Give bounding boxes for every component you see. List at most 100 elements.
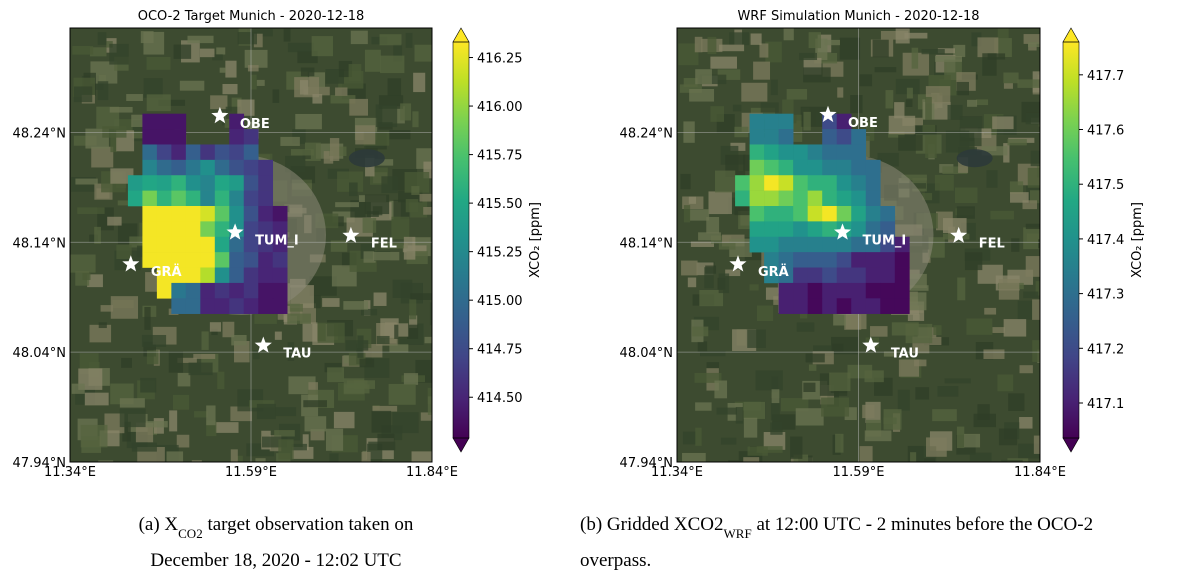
y-tick-label: 48.04°N bbox=[620, 346, 673, 361]
map-patch bbox=[238, 32, 257, 44]
heatmap-cell bbox=[851, 191, 866, 207]
map-patch bbox=[680, 174, 690, 189]
heatmap-cell bbox=[244, 206, 259, 222]
heatmap-cell bbox=[171, 160, 186, 176]
map-patch bbox=[898, 135, 922, 151]
map-patch bbox=[719, 243, 736, 250]
heatmap-cell bbox=[822, 206, 837, 222]
heatmap-cell bbox=[779, 283, 794, 299]
heatmap-cell bbox=[837, 268, 852, 284]
map-patch bbox=[72, 384, 85, 394]
map-patch bbox=[210, 95, 227, 109]
heatmap-cell bbox=[215, 206, 230, 222]
heatmap-cell bbox=[866, 175, 881, 191]
map-patch bbox=[362, 452, 371, 468]
map-patch bbox=[889, 116, 915, 134]
map-patch bbox=[906, 99, 913, 107]
heatmap-cell bbox=[837, 237, 852, 253]
map-patch bbox=[957, 206, 975, 218]
map-patch bbox=[770, 422, 782, 434]
map-patch bbox=[990, 211, 1014, 220]
heatmap-cell bbox=[808, 252, 823, 268]
map-patch bbox=[870, 326, 888, 337]
heatmap-cell bbox=[258, 160, 273, 176]
heatmap-cell bbox=[244, 191, 259, 207]
map-patch bbox=[1019, 417, 1032, 429]
map-patch bbox=[957, 82, 969, 95]
heatmap-cell bbox=[822, 160, 837, 176]
map-patch bbox=[960, 116, 983, 128]
heatmap-cell bbox=[822, 221, 837, 237]
map-patch bbox=[873, 40, 889, 58]
map-patch bbox=[75, 179, 97, 185]
heatmap-cell bbox=[258, 252, 273, 268]
heatmap-cell bbox=[142, 175, 157, 191]
heatmap-cell bbox=[142, 237, 157, 253]
heatmap-cell bbox=[186, 283, 201, 299]
map-patch bbox=[85, 393, 109, 406]
map-patch bbox=[898, 390, 910, 411]
map-patch bbox=[1032, 299, 1054, 319]
heatmap-cell bbox=[750, 144, 765, 160]
map-patch bbox=[81, 425, 108, 447]
map-patch bbox=[1003, 72, 1018, 83]
map-patch bbox=[389, 130, 410, 139]
map-patch bbox=[681, 261, 698, 276]
heatmap-cell bbox=[157, 283, 172, 299]
map-patch bbox=[312, 36, 333, 56]
map-patch bbox=[695, 37, 703, 52]
heatmap-cell bbox=[793, 298, 808, 314]
map-patch bbox=[107, 217, 121, 226]
heatmap-cell bbox=[822, 237, 837, 253]
colorbar-tick-label: 415.00 bbox=[477, 294, 523, 309]
map-patch bbox=[862, 405, 874, 418]
heatmap-cell bbox=[837, 206, 852, 222]
map-patch bbox=[729, 32, 749, 45]
map-patch bbox=[275, 407, 296, 416]
map-patch bbox=[231, 449, 238, 462]
heatmap-cell bbox=[808, 175, 823, 191]
map-patch bbox=[1038, 239, 1059, 248]
heatmap-cell bbox=[837, 252, 852, 268]
heatmap-cell bbox=[244, 160, 259, 176]
heatmap-cell bbox=[793, 191, 808, 207]
x-tick-label: 11.84°E bbox=[1014, 465, 1066, 480]
heatmap-cell bbox=[822, 298, 837, 314]
map-patch bbox=[98, 81, 108, 100]
map-patch bbox=[142, 335, 166, 347]
x-tick-label: 11.59°E bbox=[833, 465, 885, 480]
map-patch bbox=[335, 87, 347, 95]
map-patch bbox=[684, 205, 690, 222]
heatmap-cell bbox=[735, 191, 750, 207]
heatmap-cell bbox=[186, 191, 201, 207]
map-patch bbox=[708, 191, 731, 214]
heatmap-cell bbox=[779, 129, 794, 145]
station-label: TAU bbox=[283, 347, 311, 362]
map-patch bbox=[757, 306, 773, 321]
map-patch bbox=[345, 340, 368, 350]
map-patch bbox=[704, 267, 713, 288]
heatmap-cell bbox=[215, 283, 230, 299]
map-patch bbox=[74, 86, 92, 102]
map-patch bbox=[1017, 79, 1043, 88]
heatmap-cell bbox=[273, 206, 288, 222]
map-patch bbox=[717, 408, 737, 415]
heatmap-cell bbox=[200, 175, 215, 191]
station-label: TAU bbox=[891, 347, 919, 362]
map-patch bbox=[829, 373, 850, 391]
heatmap-cell bbox=[157, 114, 172, 130]
map-patch bbox=[169, 410, 177, 431]
map-patch bbox=[809, 32, 821, 48]
station-label: OBE bbox=[240, 117, 270, 132]
y-tick-label: 48.24°N bbox=[620, 126, 673, 141]
map-patch bbox=[274, 430, 295, 436]
map-patch bbox=[143, 32, 164, 55]
heatmap-cell bbox=[229, 237, 244, 253]
map-patch bbox=[999, 279, 1019, 300]
map-patch bbox=[291, 149, 314, 155]
heatmap-cell bbox=[157, 144, 172, 160]
heatmap-cell bbox=[779, 221, 794, 237]
map-patch bbox=[1010, 192, 1029, 203]
station-label: FEL bbox=[371, 237, 397, 252]
map-patch bbox=[404, 237, 416, 260]
